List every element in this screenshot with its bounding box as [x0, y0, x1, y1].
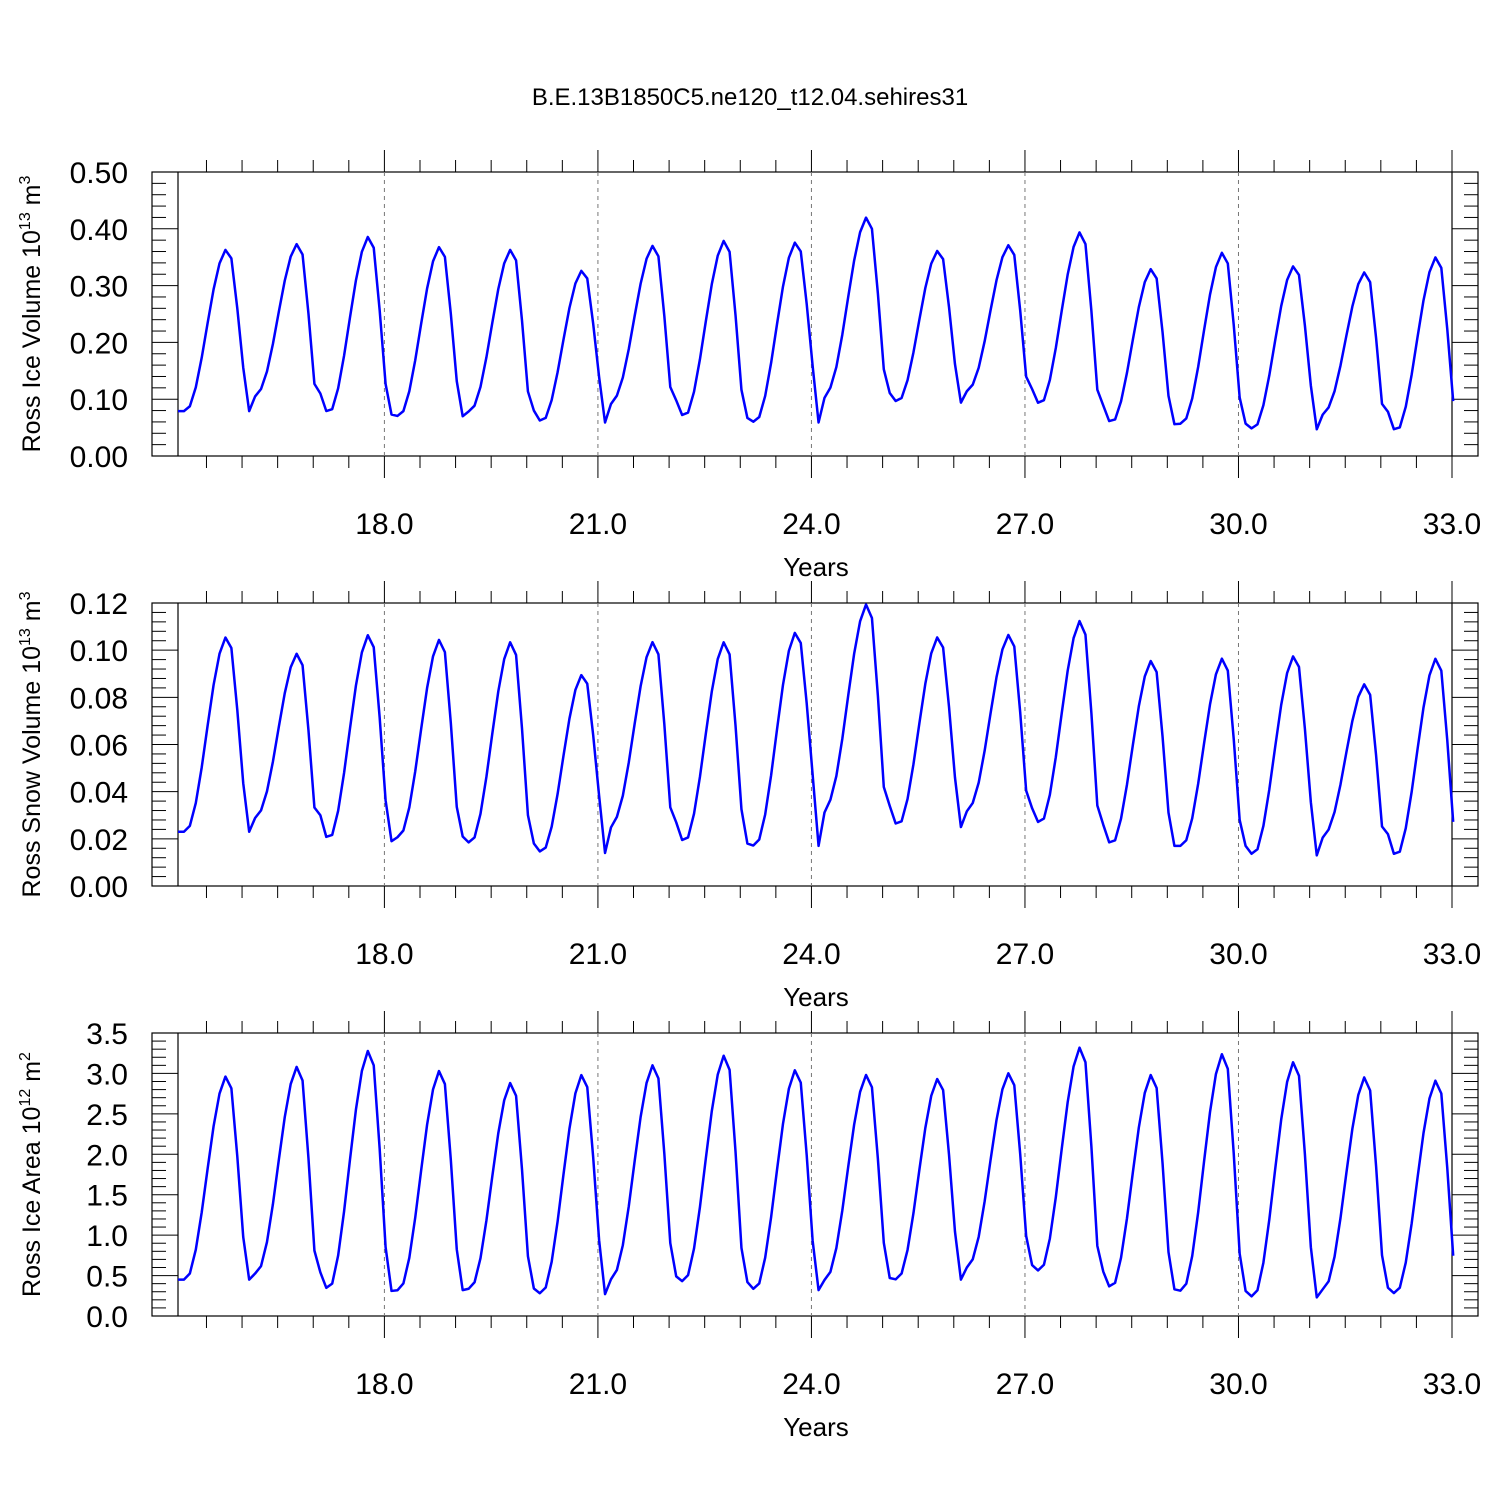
y-axis-label: Ross Snow Volume 1013 m3 [17, 591, 46, 897]
y-axis-label: Ross Ice Volume 1013 m3 [17, 175, 46, 452]
y-tick-label: 0.10 [70, 635, 128, 668]
y-tick-label: 2.0 [86, 1139, 128, 1172]
x-tick-label: 30.0 [1209, 1368, 1267, 1401]
y-tick-label: 0.04 [70, 777, 128, 810]
x-tick-label: 18.0 [355, 508, 413, 541]
x-tick-label: 24.0 [782, 508, 840, 541]
y-tick-label: 0.40 [70, 214, 128, 247]
y-tick-label: 1.5 [86, 1180, 128, 1213]
panel-2: 18.0 21.0 24.0 27.0 30.0 33.0 Years 0.00 0.02 0.0… [17, 581, 1481, 1012]
y-tick-label: 0.06 [70, 730, 128, 763]
plot-frame [151, 171, 1479, 457]
x-tick-label: 21.0 [569, 1368, 627, 1401]
series-line [178, 216, 1455, 431]
x-tick-label: 27.0 [996, 1368, 1054, 1401]
y-tick-label: 0.10 [70, 384, 128, 417]
y-tick-label: 0.20 [70, 327, 128, 360]
panel-3: 18.0 21.0 24.0 27.0 30.0 33.0 Years 0.0 0.5 1.0 1.… [17, 1011, 1481, 1442]
y-tick-label: 3.5 [86, 1018, 128, 1051]
x-tick-label: 21.0 [569, 508, 627, 541]
y-tick-label: 0.50 [70, 157, 128, 190]
panel-1: 18.0 21.0 24.0 27.0 30.0 33.0 Years 0.00 0.10 0.2… [17, 150, 1481, 582]
x-axis-label: Years [783, 982, 849, 1012]
y-tick-label: 0.02 [70, 824, 128, 857]
x-tick-label: 27.0 [996, 938, 1054, 971]
series-line [178, 603, 1455, 857]
y-tick-label: 2.5 [86, 1099, 128, 1132]
x-tick-label: 33.0 [1423, 508, 1481, 541]
x-tick-label: 27.0 [996, 508, 1054, 541]
x-tick-label: 18.0 [355, 938, 413, 971]
y-tick-label: 0.0 [86, 1301, 128, 1334]
y-axis-label: Ross Ice Area 1012 m2 [17, 1052, 46, 1297]
y-tick-label: 0.30 [70, 271, 128, 304]
x-tick-label: 30.0 [1209, 508, 1267, 541]
x-tick-label: 33.0 [1423, 938, 1481, 971]
y-tick-label: 1.0 [86, 1220, 128, 1253]
x-tick-label: 18.0 [355, 1368, 413, 1401]
figure-title: B.E.13B1850C5.ne120_t12.04.sehires31 [531, 84, 969, 111]
x-tick-label: 24.0 [782, 1368, 840, 1401]
y-tick-label: 0.12 [70, 588, 128, 621]
plot-frame [151, 602, 1479, 887]
plot-frame [151, 1032, 1479, 1317]
x-tick-label: 33.0 [1423, 1368, 1481, 1401]
x-axis-label: Years [783, 1412, 849, 1442]
y-tick-label: 0.00 [70, 441, 128, 474]
y-tick-label: 0.08 [70, 682, 128, 715]
series-line [178, 1046, 1455, 1299]
y-tick-label: 0.5 [86, 1261, 128, 1294]
x-tick-label: 30.0 [1209, 938, 1267, 971]
y-tick-label: 0.00 [70, 871, 128, 904]
x-tick-label: 21.0 [569, 938, 627, 971]
x-tick-label: 24.0 [782, 938, 840, 971]
y-tick-label: 3.0 [86, 1058, 128, 1091]
x-axis-label: Years [783, 552, 849, 582]
